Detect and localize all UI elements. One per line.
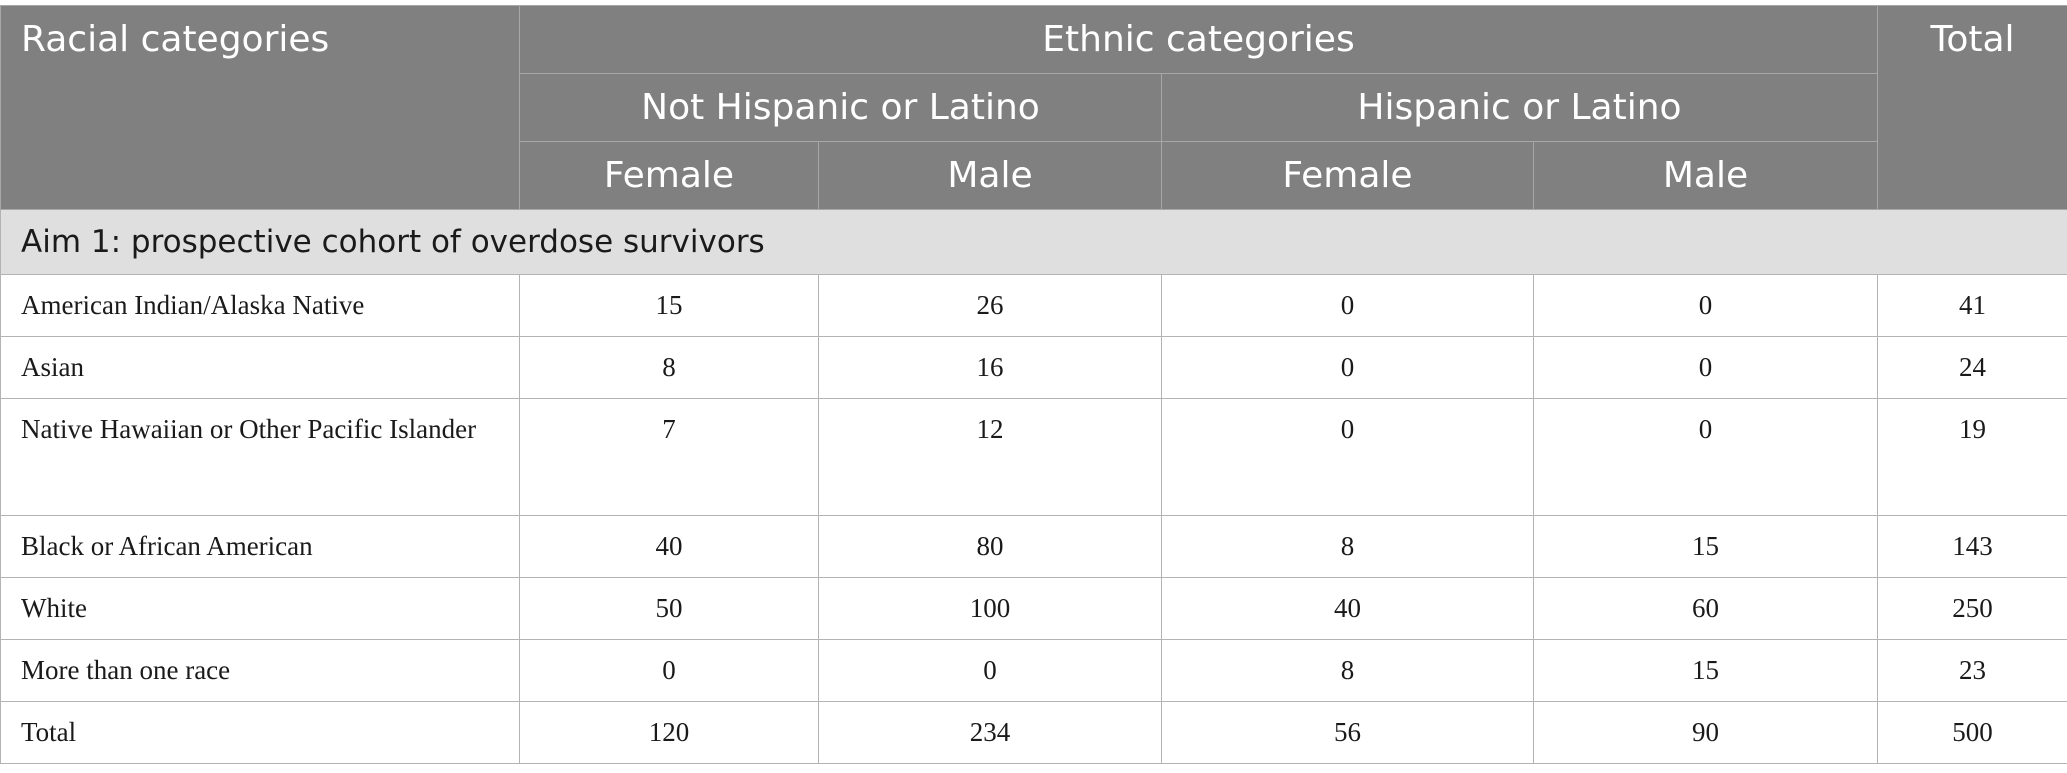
table-cell: 40	[519, 515, 819, 578]
table-row: More than one race 0 0 8 15 23	[0, 639, 2067, 702]
table-cell: 15	[1533, 639, 1878, 702]
female-header: Female	[1161, 141, 1534, 210]
header-row-2: Not Hispanic or Latino Hispanic or Latin…	[1, 73, 2067, 142]
header-row-3: Female Male Female Male	[1, 141, 2067, 210]
table-cell: 0	[1161, 336, 1534, 399]
table-row: American Indian/Alaska Native 15 26 0 0 41	[0, 274, 2067, 337]
table-cell: 50	[519, 577, 819, 640]
table-cell: 80	[818, 515, 1162, 578]
row-label: Native Hawaiian or Other Pacific Islande…	[0, 398, 520, 516]
total-header: Total	[1877, 5, 2067, 210]
section-title: Aim 1: prospective cohort of overdose su…	[0, 209, 2067, 275]
row-label: American Indian/Alaska Native	[0, 274, 520, 337]
row-label: Asian	[0, 336, 520, 399]
male-header: Male	[1533, 141, 1878, 210]
table-cell: 19	[1877, 398, 2067, 516]
table-cell: 250	[1877, 577, 2067, 640]
table-cell: 90	[1533, 701, 1878, 764]
table-row: White 50 100 40 60 250	[0, 577, 2067, 640]
table-row: Asian 8 16 0 0 24	[0, 336, 2067, 399]
table-cell: 15	[1533, 515, 1878, 578]
table-cell: 0	[519, 639, 819, 702]
table-cell: 24	[1877, 336, 2067, 399]
racial-categories-header: Racial categories	[0, 5, 520, 210]
table-cell: 26	[818, 274, 1162, 337]
table-cell: 8	[1161, 639, 1534, 702]
header-row-1: Racial categories Ethnic categories Tota…	[0, 5, 2067, 210]
table-cell: 15	[519, 274, 819, 337]
table-cell: 60	[1533, 577, 1878, 640]
male-header: Male	[818, 141, 1162, 210]
table-cell: 41	[1877, 274, 2067, 337]
enrollment-table: Racial categories Ethnic categories Tota…	[0, 5, 2067, 764]
section-body: Aim 1: prospective cohort of overdose su…	[0, 209, 2067, 275]
table-row: Black or African American 40 80 8 15 143	[0, 515, 2067, 578]
female-header: Female	[519, 141, 819, 210]
table-cell: 234	[818, 701, 1162, 764]
table-cell: 0	[1161, 274, 1534, 337]
ethnic-categories-header: Ethnic categories	[519, 5, 1878, 74]
hispanic-header: Hispanic or Latino	[1161, 73, 1878, 142]
not-hispanic-header: Not Hispanic or Latino	[519, 73, 1162, 142]
table-row: Native Hawaiian or Other Pacific Islande…	[0, 398, 2067, 516]
table-cell: 143	[1877, 515, 2067, 578]
table-cell: 0	[818, 639, 1162, 702]
row-label: Black or African American	[0, 515, 520, 578]
table-cell: 12	[818, 398, 1162, 516]
table-header: Racial categories Ethnic categories Tota…	[0, 5, 2067, 210]
table-cell: 8	[1161, 515, 1534, 578]
row-label: White	[0, 577, 520, 640]
row-label: More than one race	[0, 639, 520, 702]
table-cell: 8	[519, 336, 819, 399]
table-row: Total 120 234 56 90 500	[0, 701, 2067, 764]
table-cell: 0	[1161, 398, 1534, 516]
row-label: Total	[0, 701, 520, 764]
section-row: Aim 1: prospective cohort of overdose su…	[0, 209, 2067, 275]
table-body: American Indian/Alaska Native 15 26 0 0 41 Asi…	[0, 274, 2067, 764]
table-cell: 0	[1533, 336, 1878, 399]
table-cell: 56	[1161, 701, 1534, 764]
table-cell: 40	[1161, 577, 1534, 640]
table-cell: 100	[818, 577, 1162, 640]
table-cell: 16	[818, 336, 1162, 399]
table-cell: 23	[1877, 639, 2067, 702]
table-cell: 120	[519, 701, 819, 764]
table-cell: 500	[1877, 701, 2067, 764]
table-cell: 0	[1533, 398, 1878, 516]
table-cell: 0	[1533, 274, 1878, 337]
table-cell: 7	[519, 398, 819, 516]
